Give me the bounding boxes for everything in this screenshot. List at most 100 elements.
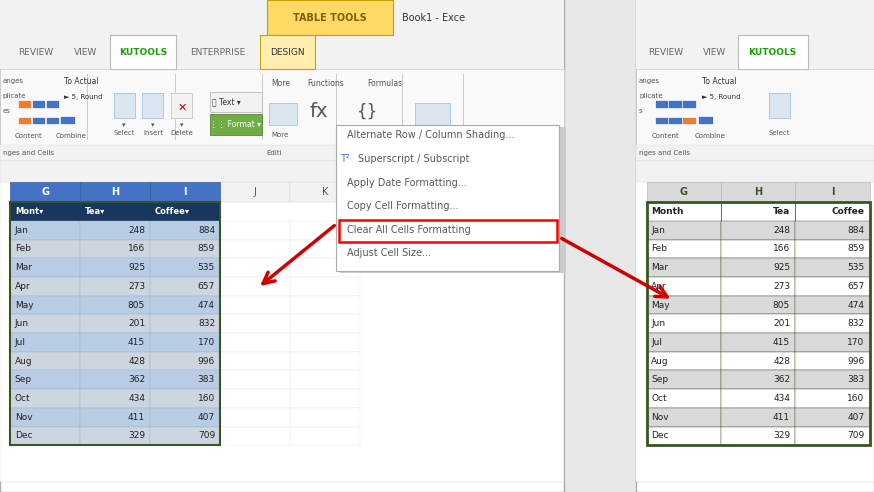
- Text: H: H: [111, 187, 120, 197]
- Text: 383: 383: [847, 375, 864, 384]
- Text: K: K: [322, 187, 329, 197]
- Text: Sep: Sep: [15, 375, 32, 384]
- Bar: [10, 314, 80, 333]
- Text: Editi: Editi: [267, 150, 282, 156]
- Text: Nov: Nov: [651, 413, 669, 422]
- Text: Mar: Mar: [15, 263, 31, 272]
- Bar: [647, 240, 721, 258]
- Text: 657: 657: [847, 282, 864, 291]
- Bar: [33, 101, 45, 108]
- Bar: [721, 221, 795, 240]
- Text: ⋮⋮ Format ▾: ⋮⋮ Format ▾: [211, 120, 261, 129]
- Bar: [669, 101, 682, 108]
- Bar: [290, 314, 360, 333]
- Text: Dec: Dec: [651, 431, 669, 440]
- Text: 832: 832: [847, 319, 864, 328]
- Text: {}: {}: [357, 103, 378, 121]
- Bar: [61, 117, 75, 124]
- Bar: [80, 296, 150, 314]
- Text: Tea▾: Tea▾: [85, 207, 105, 216]
- Bar: [114, 93, 135, 118]
- Text: REVIEW: REVIEW: [18, 48, 53, 57]
- Text: 407: 407: [198, 413, 215, 422]
- Text: 201: 201: [773, 319, 790, 328]
- Bar: [10, 389, 80, 408]
- Text: 411: 411: [128, 413, 145, 422]
- Bar: [721, 314, 795, 333]
- Text: Aug: Aug: [651, 357, 669, 366]
- Bar: [171, 93, 192, 118]
- Bar: [0, 69, 564, 145]
- Text: H: H: [754, 187, 762, 197]
- Bar: [220, 333, 290, 352]
- Bar: [80, 370, 150, 389]
- Text: Mar: Mar: [651, 263, 668, 272]
- Bar: [0, 0, 564, 35]
- Bar: [10, 296, 80, 314]
- Text: 474: 474: [198, 301, 215, 309]
- Bar: [220, 370, 290, 389]
- Bar: [80, 182, 150, 202]
- Bar: [795, 277, 870, 296]
- Bar: [795, 182, 870, 202]
- Bar: [647, 202, 870, 445]
- Bar: [10, 277, 80, 296]
- Bar: [721, 370, 795, 389]
- Text: KUTOOLS: KUTOOLS: [119, 48, 167, 57]
- Text: 166: 166: [773, 245, 790, 253]
- Text: plicate: plicate: [3, 93, 26, 99]
- Bar: [0, 0, 564, 492]
- Bar: [220, 408, 290, 427]
- Bar: [290, 427, 360, 445]
- Text: Jul: Jul: [15, 338, 26, 347]
- Text: I: I: [830, 187, 835, 197]
- Bar: [795, 333, 870, 352]
- Text: DESIGN: DESIGN: [270, 48, 305, 57]
- Text: 329: 329: [128, 431, 145, 440]
- Text: Coffee▾: Coffee▾: [155, 207, 190, 216]
- Text: 535: 535: [198, 263, 215, 272]
- Text: 407: 407: [847, 413, 864, 422]
- Text: 428: 428: [128, 357, 145, 366]
- Bar: [10, 202, 220, 445]
- Text: Formulas: Formulas: [367, 79, 402, 88]
- Bar: [290, 389, 360, 408]
- Text: Clear All Cells Formatting: Clear All Cells Formatting: [347, 225, 471, 235]
- Bar: [402, 74, 403, 140]
- Text: Apr: Apr: [15, 282, 31, 291]
- Text: T²: T²: [340, 154, 350, 164]
- Text: 805: 805: [128, 301, 145, 309]
- Bar: [150, 221, 220, 240]
- Text: 415: 415: [128, 338, 145, 347]
- Bar: [150, 240, 220, 258]
- Bar: [721, 277, 795, 296]
- Text: Jun: Jun: [15, 319, 29, 328]
- Text: fx: fx: [309, 102, 329, 121]
- Text: Jun: Jun: [651, 319, 665, 328]
- Bar: [647, 277, 721, 296]
- Bar: [220, 389, 290, 408]
- Text: 273: 273: [128, 282, 145, 291]
- Bar: [415, 103, 450, 130]
- Text: anges: anges: [3, 78, 24, 84]
- Bar: [110, 35, 176, 69]
- Text: 329: 329: [773, 431, 790, 440]
- Bar: [150, 182, 220, 202]
- Text: Adjust Cell Size...: Adjust Cell Size...: [347, 248, 431, 258]
- Text: 170: 170: [847, 338, 864, 347]
- Bar: [80, 240, 150, 258]
- Bar: [795, 352, 870, 370]
- Bar: [721, 258, 795, 277]
- Text: 709: 709: [198, 431, 215, 440]
- Bar: [220, 352, 290, 370]
- Text: TABLE TOOLS: TABLE TOOLS: [293, 13, 367, 23]
- Bar: [80, 221, 150, 240]
- Text: Coffee: Coffee: [831, 207, 864, 216]
- Text: 248: 248: [128, 226, 145, 235]
- Text: Oct: Oct: [15, 394, 31, 403]
- Text: Tea: Tea: [773, 207, 790, 216]
- Bar: [795, 389, 870, 408]
- Text: Dec: Dec: [15, 431, 32, 440]
- Bar: [683, 118, 696, 124]
- Bar: [220, 314, 290, 333]
